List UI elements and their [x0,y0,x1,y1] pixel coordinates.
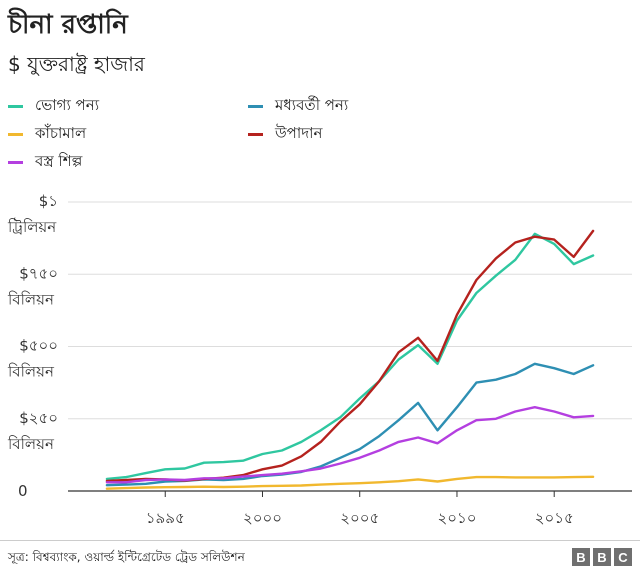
legend-label: মধ্যবর্তী পন্য [275,96,349,114]
legend-label: কাঁচামাল [35,124,87,142]
legend-label: ভোগ্য পন্য [35,96,100,114]
bbc-logo-letter: B [572,548,590,566]
legend-item-components: উপাদান [248,122,322,147]
y-tick-unit-label: ট্রিলিয়ন [7,218,57,236]
series-line-1 [105,362,595,487]
y-tick-label: $১ [39,192,58,210]
line-chart: 0 $২৫০ বিলিয়ন $৫০০ বিলিয়ন $৭৫০ বিলিয়ন $১ ট্রি… [7,192,632,527]
series-line-3 [105,229,595,483]
x-tick-label: ২০০০ [243,509,282,527]
legend-item-textiles: বস্ত্র শিল্প [8,150,82,175]
x-tick-label: ১৯৯৫ [146,509,185,527]
series-line-4 [105,406,595,484]
series-lines [105,229,595,490]
y-tick-unit-label: বিলিয়ন [7,363,55,381]
bbc-logo-letter: B [593,548,611,566]
legend-swatch [8,133,23,136]
legend-swatch [248,133,263,136]
legend-item-consumer-goods: ভোগ্য পন্য [8,94,99,119]
y-tick-label: 0 [18,482,28,500]
y-tick-label: $৫০০ [19,337,58,355]
legend-item-raw-materials: কাঁচামাল [8,122,86,147]
legend-swatch [8,105,23,108]
series-line-2 [105,475,595,490]
chart-title: চীনা রপ্তানি [8,10,128,40]
x-tick-label: ২০১৫ [535,509,574,527]
legend-label: উপাদান [275,124,323,142]
bbc-logo-letter: C [614,548,632,566]
axes: 0 $২৫০ বিলিয়ন $৫০০ বিলিয়ন $৭৫০ বিলিয়ন $১ ট্রি… [7,192,574,527]
chart-subtitle: $ যুক্তরাষ্ট্র হাজার [8,52,145,76]
y-tick-label: $৭৫০ [19,264,58,282]
legend-item-intermediate-goods: মধ্যবর্তী পন্য [248,94,348,119]
x-tick-label: ২০০৫ [340,509,379,527]
legend-swatch [248,105,263,108]
footer-divider [0,540,640,541]
series-line-0 [105,232,595,481]
legend: ভোগ্য পন্য মধ্যবর্তী পন্য কাঁচামাল উপাদা… [8,94,408,174]
y-tick-label: $২৫০ [19,409,58,427]
source-note: সূত্র: বিশ্বব্যাংক, ওয়ার্ল্ড ইন্টিগ্রেট… [8,550,245,564]
grid [68,201,632,492]
legend-swatch [8,161,23,164]
legend-label: বস্ত্র শিল্প [35,152,83,170]
y-tick-unit-label: বিলিয়ন [7,290,55,308]
y-tick-unit-label: বিলিয়ন [7,435,55,453]
x-tick-label: ২০১০ [437,509,476,527]
bbc-logo: B B C [572,548,632,566]
